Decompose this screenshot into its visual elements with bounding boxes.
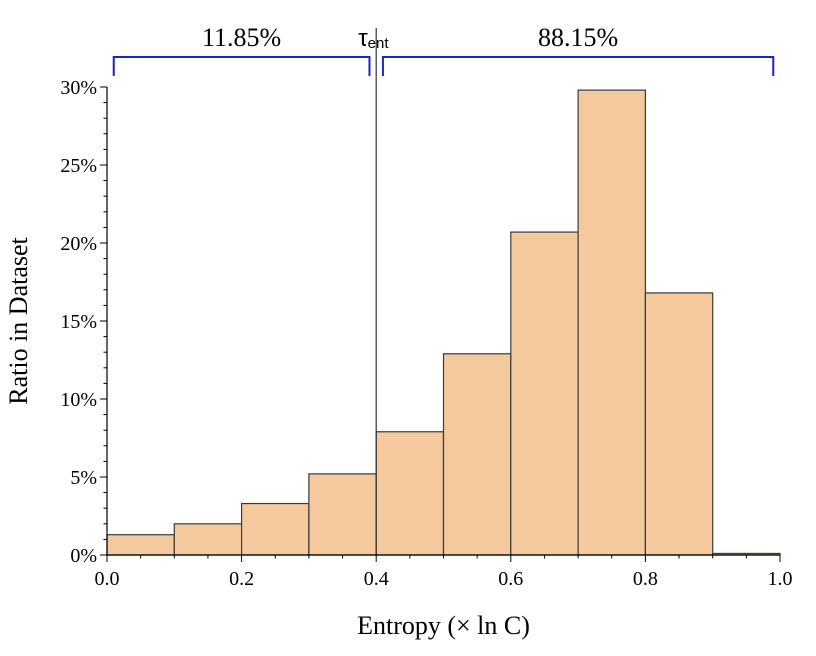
- x-tick-label-3: 0.6: [498, 568, 523, 590]
- x-axis-label: Entropy (× ln C): [357, 611, 530, 640]
- y-tick-label-4: 20%: [60, 233, 97, 255]
- y-tick-label-1: 5%: [70, 467, 97, 489]
- braces-group: 11.85% 88.15%: [112, 23, 775, 76]
- threshold-label-sub: ent: [368, 35, 390, 52]
- brace-left-label: 11.85%: [202, 23, 281, 52]
- histogram-bar-0: [106, 534, 175, 556]
- threshold-label: τent: [358, 25, 389, 52]
- x-tick-label-4: 0.8: [633, 568, 658, 590]
- y-axis-label: Ratio in Dataset: [4, 236, 33, 404]
- x-tick-label-1: 0.2: [229, 568, 254, 590]
- histogram-bar-6: [510, 231, 579, 556]
- y-tick-label-0: 0%: [70, 545, 97, 567]
- axes-group: 0% 5% 10% 15% 20% 25% 30% 0.0 0.2 0.4 0.6 0.8 1.0: [60, 77, 792, 590]
- threshold-label-main: τ: [358, 25, 368, 52]
- brace-right: [381, 56, 775, 76]
- y-tick-label-5: 25%: [60, 155, 97, 177]
- histogram-bar-4: [375, 431, 445, 556]
- y-tick-label-2: 10%: [60, 389, 97, 411]
- x-tick-label-0: 0.0: [95, 568, 120, 590]
- histogram-bar-3: [308, 473, 377, 556]
- brace-right-label: 88.15%: [538, 23, 618, 52]
- brace-left: [112, 56, 371, 76]
- y-tick-label-6: 30%: [60, 77, 97, 99]
- histogram-bar-2: [241, 502, 310, 556]
- histogram-bar-1: [173, 523, 243, 556]
- histogram-bar-7: [577, 89, 646, 556]
- y-tick-label-3: 15%: [60, 311, 97, 333]
- histogram-bar-5: [442, 353, 512, 556]
- histogram-bar-8: [644, 292, 714, 556]
- bars-group: [106, 89, 781, 556]
- x-tick-label-5: 1.0: [768, 568, 793, 590]
- x-tick-label-2: 0.4: [364, 568, 389, 590]
